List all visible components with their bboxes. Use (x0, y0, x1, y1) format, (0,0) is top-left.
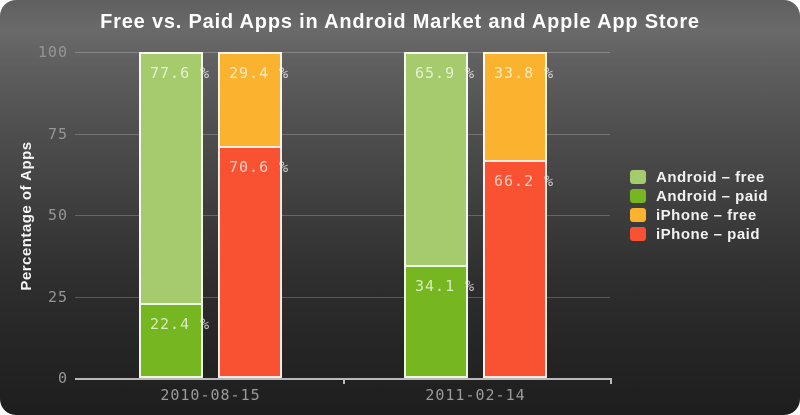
bar-value-label: 22.4 % (150, 314, 211, 333)
legend: Android – free Android – paid iPhone – fre… (630, 168, 768, 243)
legend-swatch-icon (630, 189, 646, 203)
x-axis-tick (610, 378, 612, 384)
x-category-label: 2010-08-15 (160, 386, 261, 404)
bar-value-label: 77.6 % (150, 64, 211, 82)
bar-android-paid-2011-02-14: 34.1 % (404, 264, 474, 378)
gridline (75, 133, 610, 135)
y-tick-label: 0 (57, 369, 68, 387)
chart-title: Free vs. Paid Apps in Android Market and… (100, 11, 700, 33)
gridline (75, 52, 610, 53)
gridline (75, 296, 610, 298)
legend-item-0[interactable]: Android – free (630, 168, 768, 186)
bar-iphone-free-2010-08-15: 29.4 % (218, 52, 288, 148)
legend-item-2[interactable]: iPhone – free (630, 206, 768, 224)
legend-swatch-icon (630, 208, 646, 222)
bar-iphone-paid-2011-02-14: 66.2 % (483, 160, 553, 378)
x-axis-tick (343, 378, 345, 384)
y-tick-label: 25 (47, 287, 68, 306)
legend-swatch-icon (630, 170, 646, 184)
y-tick-label: 100 (37, 43, 68, 61)
bar-value-label: 65.9 % (415, 64, 476, 82)
legend-item-3[interactable]: iPhone – paid (630, 225, 768, 243)
bar-value-label: 34.1 % (415, 276, 476, 295)
legend-swatch-icon (630, 227, 646, 241)
legend-label: Android – free (656, 168, 765, 186)
y-tick-label: 50 (47, 206, 68, 224)
bar-value-label: 33.8 % (494, 64, 555, 82)
bar-android-free-2011-02-14: 65.9 % (404, 52, 474, 267)
x-category-label: 2011-02-14 (425, 386, 526, 404)
legend-label: iPhone – paid (656, 225, 761, 243)
gridline (75, 215, 610, 216)
bar-android-free-2010-08-15: 77.6 % (139, 52, 209, 305)
bar-value-label: 70.6 % (229, 157, 290, 176)
legend-item-1[interactable]: Android – paid (630, 187, 768, 205)
legend-label: iPhone – free (656, 206, 757, 224)
bar-value-label: 29.4 % (229, 64, 290, 82)
bar-iphone-paid-2010-08-15: 70.6 % (218, 145, 288, 378)
bar-android-paid-2010-08-15: 22.4 % (139, 302, 209, 378)
bar-iphone-free-2011-02-14: 33.8 % (483, 52, 553, 163)
bar-value-label: 66.2 % (494, 172, 555, 191)
y-tick-label: 75 (47, 124, 68, 143)
legend-label: Android – paid (656, 187, 768, 205)
